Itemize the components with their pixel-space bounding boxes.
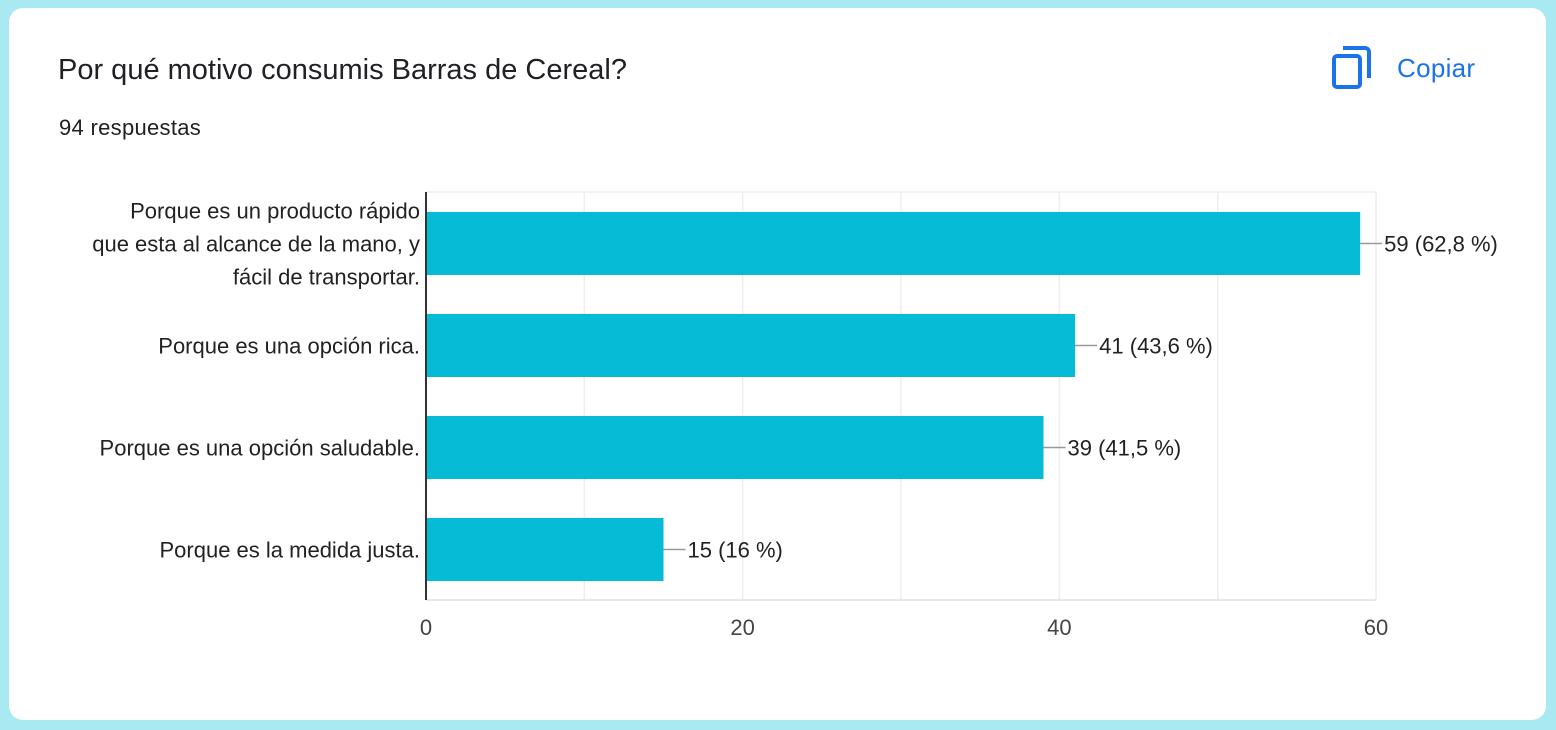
response-count: 94 respuestas (59, 115, 202, 140)
bar (426, 416, 1044, 479)
copy-icon (1332, 46, 1371, 89)
category-label: Porque es una opción saludable. (100, 436, 420, 461)
value-label: 15 (16 %) (688, 538, 783, 563)
category-label: Porque es una opción rica. (158, 334, 420, 359)
category-label: que esta al alcance de la mano, y (92, 232, 420, 257)
value-label: 41 (43,6 %) (1099, 334, 1213, 359)
value-label: 39 (41,5 %) (1068, 436, 1182, 461)
value-label: 59 (62,8 %) (1384, 232, 1498, 257)
bar (426, 518, 664, 581)
chart-card: Por qué motivo consumis Barras de Cereal… (9, 8, 1546, 720)
bar (426, 314, 1076, 377)
copy-label: Copiar (1397, 52, 1476, 83)
x-tick-label: 60 (1364, 615, 1388, 640)
bar-chart: 59 (62,8 %) Porque es un producto rápido q… (92, 191, 1498, 640)
category-label: Porque es la medida justa. (160, 538, 421, 563)
question-title: Por qué motivo consumis Barras de Cereal… (58, 54, 627, 86)
category-label: Porque es un producto rápido (130, 199, 420, 224)
category-label: fácil de transportar. (233, 265, 420, 290)
x-tick-label: 20 (730, 615, 754, 640)
x-tick-label: 40 (1047, 615, 1071, 640)
x-tick-label: 0 (420, 615, 432, 640)
copy-button[interactable]: Copiar (1331, 44, 1475, 92)
bar (426, 212, 1361, 275)
